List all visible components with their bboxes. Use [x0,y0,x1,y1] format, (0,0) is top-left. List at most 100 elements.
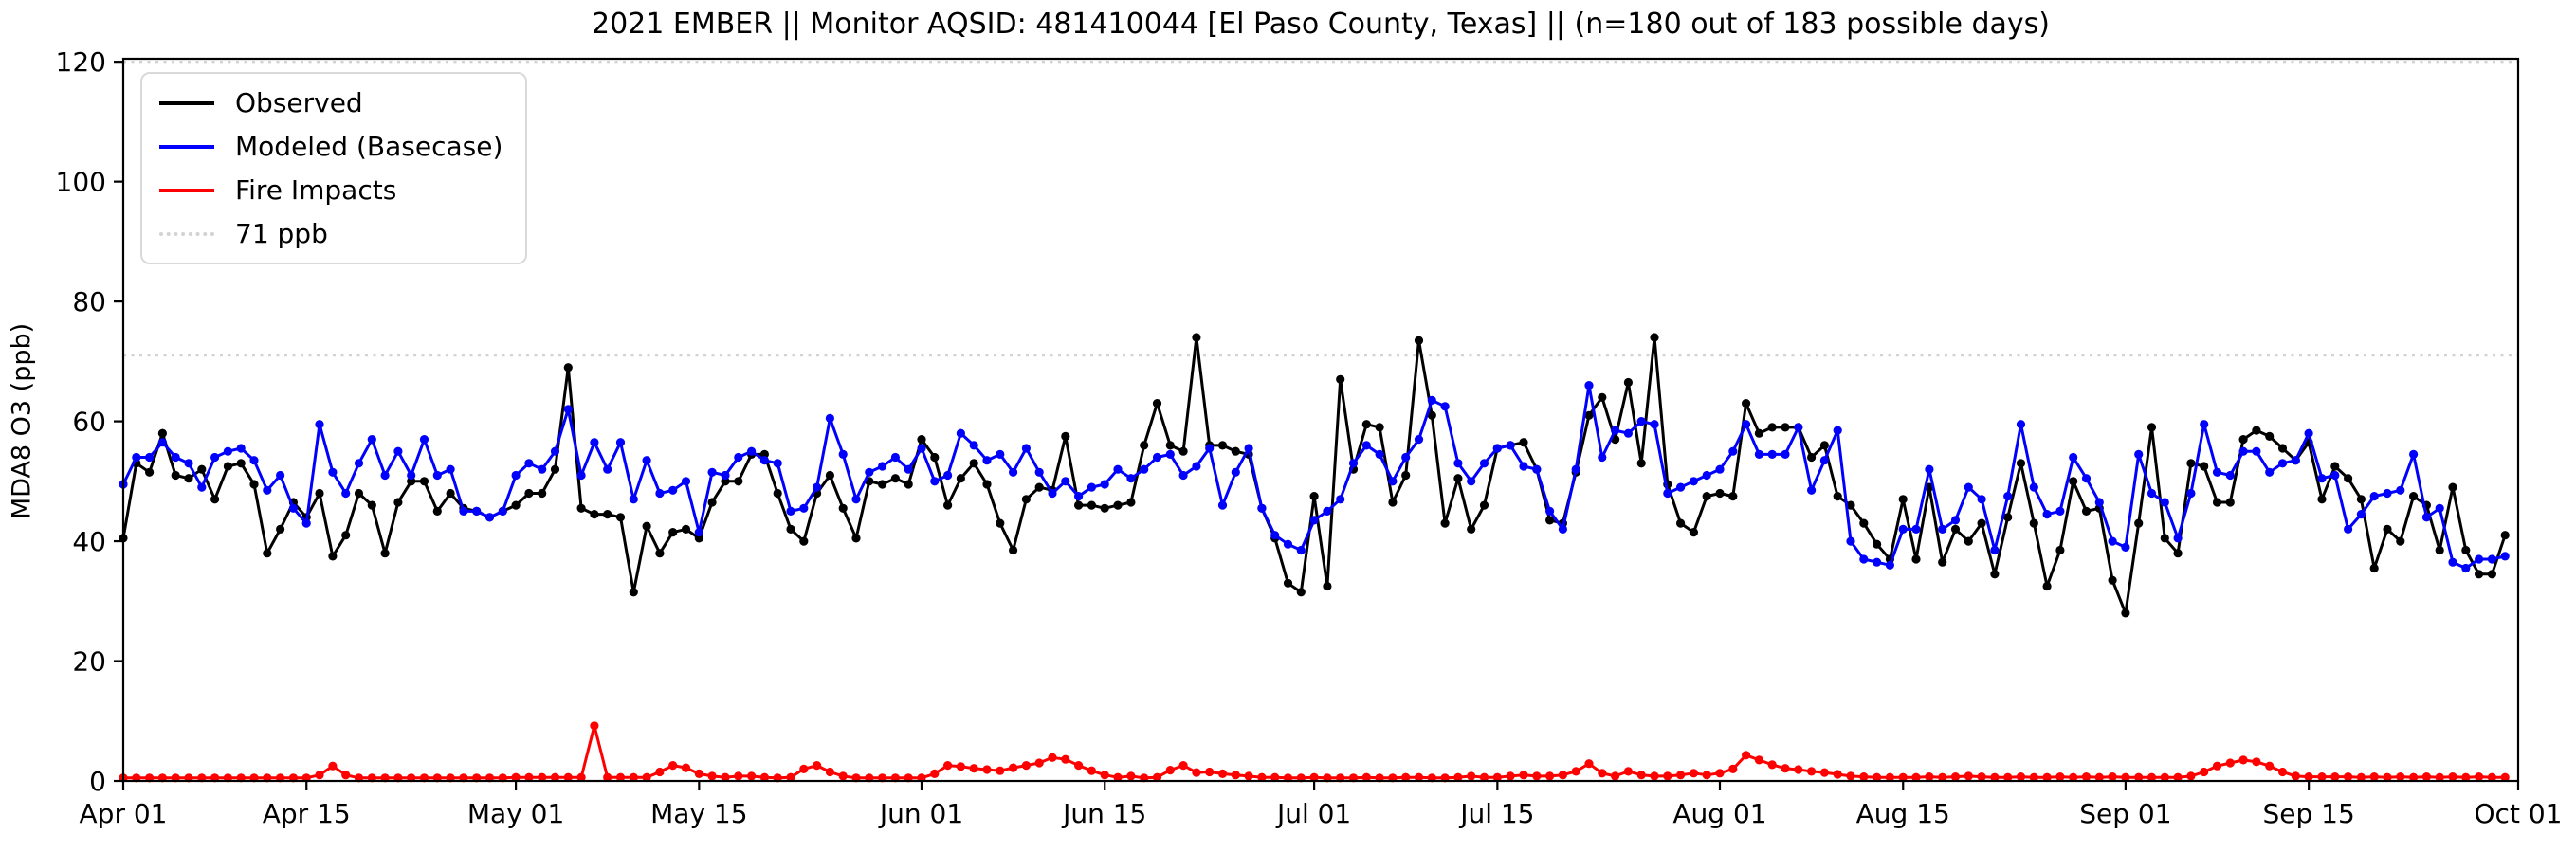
modeled-basecase-marker [1348,459,1359,468]
observed-marker [576,503,586,513]
observed-marker [210,495,220,504]
modeled-basecase-marker [1807,485,1817,495]
threshold-line-swatch [159,231,214,236]
modeled-basecase-marker [851,495,861,504]
modeled-basecase-marker [1192,462,1201,471]
observed-marker [1009,545,1018,555]
fire-impacts-marker [550,772,560,782]
modeled-basecase-marker [2200,420,2209,429]
modeled-basecase-marker [1034,467,1044,477]
observed-marker [786,524,795,535]
observed-marker [1519,438,1528,447]
modeled-basecase-marker [197,482,207,492]
fire-impacts-marker [1911,772,1921,782]
modeled-basecase-marker [1283,539,1293,549]
modeled-basecase-marker [668,485,678,495]
fire-impacts-marker [2356,772,2366,782]
fire-impacts-marker [2225,758,2235,768]
fire-impacts-marker [734,771,743,781]
fire-impacts-marker [1309,772,1319,782]
fire-impacts-marker [563,772,573,782]
modeled-basecase-marker [1728,446,1738,456]
modeled-basecase-marker [786,506,795,517]
x-tick-label: Oct 01 [2475,798,2563,829]
modeled-basecase-marker [2487,554,2496,564]
observed-marker [721,477,730,486]
observed-marker [2029,518,2038,528]
modeled-basecase-marker [838,449,848,459]
fire-impacts-marker [576,772,586,782]
fire-impacts-marker [1009,763,1018,772]
observed-marker [1676,518,1686,528]
observed-marker [354,488,364,499]
fire-impacts-marker [1217,769,1228,779]
fire-impacts-marker [1087,766,1096,775]
observed-marker [1113,500,1123,510]
x-tick-label: Sep 15 [2262,798,2354,829]
modeled-basecase-marker [2409,449,2419,459]
modeled-basecase-marker [1623,428,1633,438]
modeled-basecase-marker [419,435,429,445]
modeled-basecase-marker [1702,470,1711,481]
observed-marker [1833,492,1842,501]
fire-impacts-marker [1558,771,1567,780]
observed-marker [1702,492,1711,501]
modeled-basecase-marker [1074,492,1084,501]
modeled-basecase-marker [2383,488,2392,499]
observed-marker [249,480,259,489]
observed-marker [2147,423,2157,432]
observed-marker [2055,545,2065,555]
x-tick-label: Jun 01 [878,798,963,829]
observed-marker [2448,482,2457,492]
observed-marker [982,480,992,489]
observed-line-swatch [159,100,214,105]
modeled-basecase-marker [2500,552,2510,561]
modeled-basecase-marker [1467,477,1476,486]
modeled-basecase-marker [2448,557,2457,567]
observed-marker [799,536,809,546]
fire-impacts-marker [2238,755,2248,765]
fire-impacts-marker [2383,772,2392,782]
modeled-basecase-marker [1231,467,1240,477]
fire-impacts-marker [1532,771,1542,781]
observed-marker [1598,392,1607,402]
observed-marker [1689,528,1698,537]
fire-impacts-marker [328,761,338,771]
modeled-basecase-marker [1113,464,1123,474]
fire-impacts-marker [1925,772,1934,782]
observed-marker [2173,549,2183,558]
legend-label: Observed [235,87,363,118]
fire-impacts-marker [2435,772,2444,782]
fire-impacts-marker [590,721,599,731]
observed-marker [2042,581,2052,591]
modeled-basecase-marker [2003,492,2013,501]
observed-marker [1192,333,1201,342]
fire-impacts-marker [1506,771,1515,781]
fire-impacts-marker [1519,771,1528,780]
modeled-basecase-marker [1309,516,1319,525]
observed-marker [2081,506,2092,517]
fire-impacts-marker [2409,772,2419,782]
observed-marker [825,470,835,481]
modeled-basecase-marker [603,464,612,474]
observed-marker [904,480,913,489]
modeled-basecase-marker [1781,449,1790,459]
modeled-basecase-marker [472,506,482,517]
x-tick-label: Jun 15 [1061,798,1146,829]
observed-marker [1178,446,1188,456]
legend-item-observed: Observed [159,85,502,120]
fire-impacts-marker [1048,753,1057,762]
fire-impacts-marker [2317,772,2327,782]
fire-impacts-marker [1021,761,1031,771]
observed-marker [2500,531,2510,540]
observed-marker [1964,536,1973,546]
fire-impacts-marker [1781,764,1790,773]
observed-marker [996,518,1005,528]
modeled-basecase-marker [1165,449,1175,459]
modeled-basecase-marker [2277,459,2288,468]
fire-impacts-marker [1598,769,1607,778]
modeled-basecase-marker [1009,467,1018,477]
fire-impacts-marker [1702,771,1711,780]
fire-impacts-marker [799,764,809,774]
